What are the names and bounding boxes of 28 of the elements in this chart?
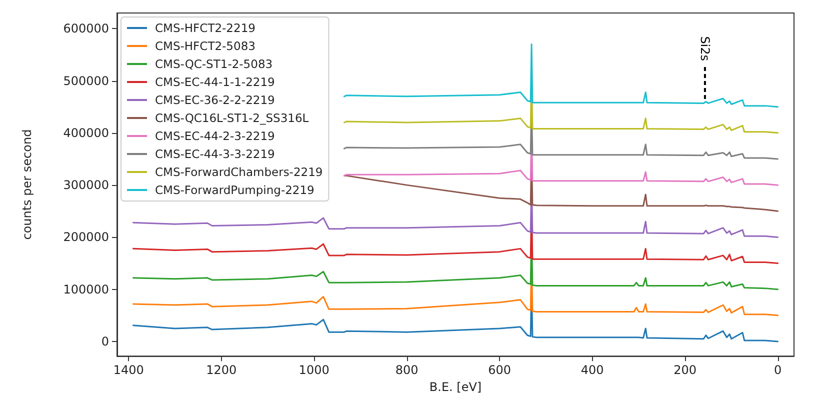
x-tick-label: 1200 xyxy=(206,363,237,378)
x-tick-label: 200 xyxy=(674,363,696,378)
legend-label: CMS-EC-44-3-3-2219 xyxy=(155,147,275,161)
x-tick-label: 800 xyxy=(395,363,418,378)
legend-label: CMS-HFCT2-5083 xyxy=(155,39,256,53)
y-tick-label: 200000 xyxy=(63,230,109,244)
x-tick-label: 1000 xyxy=(298,363,330,378)
legend-label: CMS-ForwardPumping-2219 xyxy=(155,183,314,197)
x-tick-label: 1400 xyxy=(113,363,144,378)
y-axis-title: counts per second xyxy=(20,129,34,240)
legend-label: CMS-ForwardChambers-2219 xyxy=(155,165,323,179)
y-tick-label: 400000 xyxy=(63,126,109,140)
y-tick-label: 500000 xyxy=(63,74,109,88)
legend-label: CMS-EC-36-2-2-2219 xyxy=(155,93,275,107)
legend-label: CMS-EC-44-2-3-2219 xyxy=(155,129,275,143)
x-axis-title: B.E. [eV] xyxy=(429,380,482,394)
x-tick-label: 0 xyxy=(774,363,782,378)
legend-label: CMS-QC-ST1-2-5083 xyxy=(155,57,273,71)
x-tick-label: 400 xyxy=(580,363,604,378)
legend-label: CMS-HFCT2-2219 xyxy=(155,21,256,35)
y-tick-label: 300000 xyxy=(63,178,109,192)
legend-label: CMS-EC-44-1-1-2219 xyxy=(155,75,275,89)
y-tick-label: 0 xyxy=(101,334,109,348)
y-tick-label: 100000 xyxy=(63,282,109,296)
legend-label: CMS-QC16L-ST1-2_SS316L xyxy=(155,111,310,125)
annotation: Si2s xyxy=(698,36,712,62)
x-tick-label: 600 xyxy=(488,363,512,378)
y-tick-label: 600000 xyxy=(63,22,109,36)
